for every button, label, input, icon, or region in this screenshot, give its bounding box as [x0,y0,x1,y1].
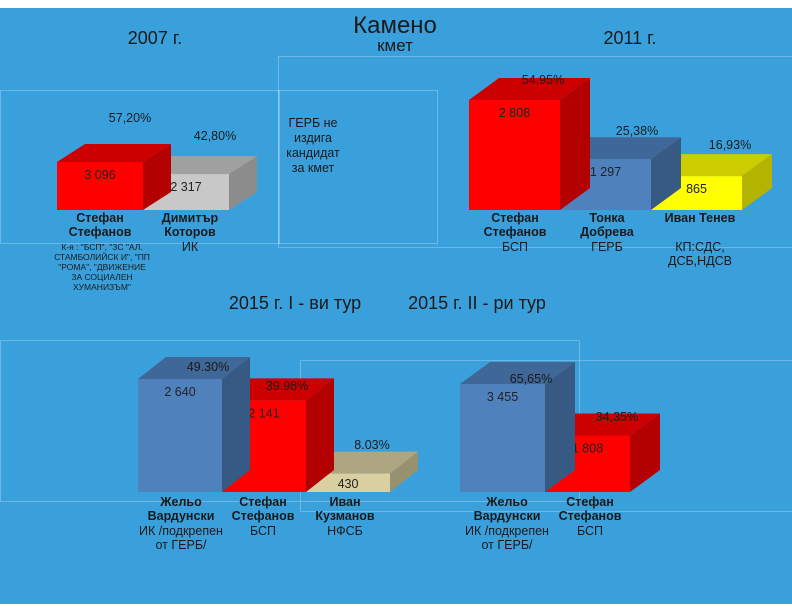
bar-top [138,357,250,379]
value-label: 3 096 [84,168,115,182]
pct-label: 54,95% [521,73,565,87]
candidate-name: Стефан Стефанов [68,211,132,239]
candidate-party: БСП [249,524,277,538]
pct-label: 25,38% [615,124,659,138]
slide: 2 317 3 096 865 1 297 2 808 430 2 141 2 640 1 80… [0,8,792,604]
bar-top [460,362,575,384]
bar-side [742,154,772,210]
candidate-name: Иван Тенев [664,211,736,225]
candidate-party: ИК /подкрепен от ГЕРБ/ [139,524,223,552]
candidate-name: Жельо Вардунски [473,495,541,523]
pct-label: 8.03% [354,438,390,452]
candidate-party: БСП [501,240,529,254]
chart-title-2011: 2011 г. [603,28,657,48]
bar [460,384,545,492]
candidate-name: Иван Кузманов [315,495,375,523]
pct-label: 34,35% [595,410,639,424]
bar [57,162,143,210]
value-label: 3 455 [487,390,518,404]
bar-top [57,144,171,162]
pct-label: 39.98% [265,379,309,393]
page-title: Камено [353,12,437,39]
candidate-name: Жельо Вардунски [147,495,215,523]
bar-top [651,154,772,177]
chart-title-2015-1: 2015 г. I - ви тур [228,293,362,313]
pct-label: 49.30% [186,360,230,374]
value-label: 2 808 [499,106,530,120]
bar-top [560,137,681,160]
note-2007: ГЕРБ не издига кандидат за кмет [286,116,340,175]
candidate-party: ИК [181,240,199,254]
bar-side [545,362,575,492]
frame-note [278,90,438,244]
bar-side [222,357,250,492]
candidate-party: БСП [576,524,604,538]
value-label: 2 141 [248,406,279,420]
chart-title-2007: 2007 г. [127,28,183,48]
candidate-name: Стефан Стефанов [558,495,622,523]
bar-side [651,137,681,210]
value-label: 430 [338,477,359,491]
bar-side [630,413,660,492]
bar-top [143,156,257,175]
bar [138,379,222,492]
bar-side [143,144,171,210]
chart-title-2015-2: 2015 г. II - ри тур [408,293,546,313]
value-label: 1 297 [590,165,621,179]
candidate-party: ГЕРБ [591,240,623,254]
candidate-name: Тонка Добрева [580,211,634,239]
bar [306,473,390,492]
frame-2007 [0,90,280,244]
value-label: 865 [686,182,707,196]
charts-svg: 2 317 3 096 865 1 297 2 808 430 2 141 2 640 1 80… [57,78,772,492]
bar-side [390,451,418,492]
value-label: 1 808 [572,441,603,455]
bar-side [306,378,334,492]
page-subtitle: кмет [377,36,413,55]
bar-top [469,78,590,100]
candidate-party: КП:СДС, ДСБ,НДСВ [667,240,733,268]
pct-label: 65,65% [509,372,553,386]
bar [469,100,560,210]
pct-label: 57,20% [108,111,152,125]
candidate-party: ИК /подкрепен от ГЕРБ/ [465,524,549,552]
pct-label: 16,93% [708,138,752,152]
candidate-name: Димитър Которов [161,211,219,239]
candidate-name: Стефан Стефанов [483,211,547,239]
bar-side [229,156,257,210]
candidate-party: К-я : "БСП", "ЗС "АЛ. СТАМБОЛИЙСК И", "П… [54,242,150,292]
frame-2011 [278,56,792,248]
candidate-party: НФСБ [327,524,363,538]
value-label: 2 317 [170,180,201,194]
bar-side [560,78,590,210]
pct-label: 42,80% [193,129,237,143]
value-label: 2 640 [164,385,195,399]
candidate-name: Стефан Стефанов [231,495,295,523]
